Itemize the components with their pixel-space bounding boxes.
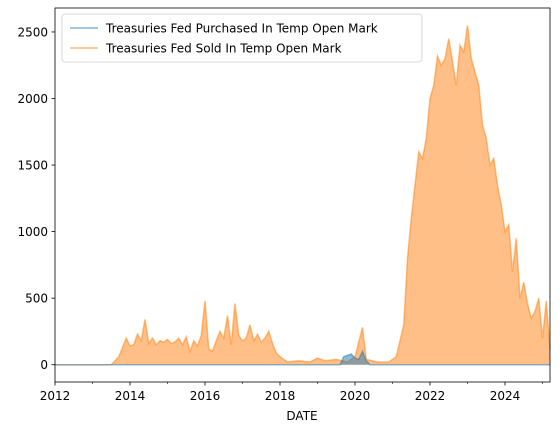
x-tick-label: 2020: [340, 389, 371, 403]
series-layer: [55, 25, 551, 366]
x-tick-label: 2018: [265, 389, 296, 403]
y-tick-label: 2500: [17, 25, 48, 39]
y-tick-label: 1500: [17, 159, 48, 173]
plot-frame: [54, 7, 551, 383]
legend-label-purchased: Treasuries Fed Purchased In Temp Open Ma…: [105, 22, 378, 36]
x-tick-label: 2024: [490, 389, 521, 403]
y-tick-label: 0: [40, 358, 48, 372]
y-tick-label: 500: [25, 292, 48, 306]
x-tick-label: 2022: [415, 389, 446, 403]
series-line-purchased: [55, 349, 550, 366]
y-tick-label: 1000: [17, 225, 48, 239]
x-tick-label: 2016: [190, 389, 221, 403]
x-tick-label: 2014: [115, 389, 146, 403]
series-line-sold: [55, 25, 551, 366]
x-tick-label: 2012: [40, 389, 71, 403]
legend-box: [61, 13, 423, 63]
x-axis-label: DATE: [286, 409, 317, 423]
series-area-sold: [55, 25, 550, 365]
legend-label-sold: Treasuries Fed Sold In Temp Open Mark: [105, 42, 342, 56]
y-tick-label: 2000: [17, 92, 48, 106]
legend: Treasuries Fed Purchased In Temp Open Ma…: [61, 13, 423, 63]
axes-layer: 0 500 1000 1500 2000 2500 2012 2014 2016 2018 2020…: [17, 7, 551, 403]
